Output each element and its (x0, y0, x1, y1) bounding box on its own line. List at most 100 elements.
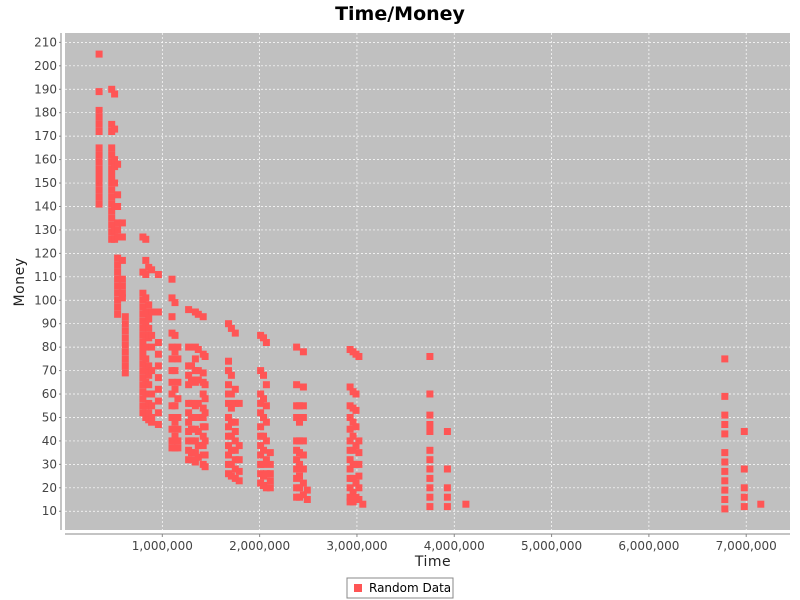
data-point (108, 207, 116, 215)
data-point (185, 381, 193, 389)
data-point (299, 414, 307, 421)
data-point (740, 484, 748, 492)
data-point (108, 172, 116, 180)
data-point (346, 456, 354, 464)
data-point (111, 156, 119, 164)
x-tick-label: 1,000,000 (132, 539, 193, 553)
data-point (95, 179, 103, 187)
data-point (721, 486, 729, 494)
data-point (145, 362, 153, 370)
data-point (121, 334, 129, 342)
data-point (114, 203, 122, 210)
data-point (191, 449, 199, 457)
data-point (426, 446, 434, 454)
data-point (171, 402, 179, 410)
data-point (118, 233, 126, 241)
data-point (199, 313, 207, 321)
data-point (191, 458, 199, 466)
data-point (114, 282, 122, 290)
data-point (148, 308, 156, 316)
data-point (188, 399, 195, 407)
data-point (139, 339, 147, 346)
data-point (108, 120, 116, 128)
data-point (231, 399, 239, 407)
y-tick-label: 140 (34, 199, 57, 213)
data-point (174, 414, 182, 421)
data-point (142, 367, 150, 375)
data-point (111, 125, 119, 133)
data-point (118, 282, 126, 290)
data-point (168, 378, 176, 386)
data-point (139, 289, 147, 297)
data-point (346, 493, 354, 501)
data-point (168, 425, 176, 433)
data-point (142, 343, 150, 351)
data-point (154, 385, 162, 393)
data-point (171, 331, 179, 339)
data-point (201, 423, 209, 431)
data-point (185, 371, 193, 379)
data-point (191, 355, 199, 363)
data-point (262, 437, 270, 445)
data-point (171, 367, 179, 375)
data-point (260, 414, 267, 421)
chart-title: Time/Money (335, 3, 465, 25)
data-point (227, 418, 235, 426)
data-point (95, 200, 103, 208)
data-point (426, 421, 434, 428)
data-point (148, 331, 156, 339)
data-point (171, 432, 179, 440)
data-point (299, 465, 307, 473)
data-point (740, 465, 748, 473)
data-point (188, 456, 195, 464)
data-point (168, 390, 176, 398)
data-point (121, 320, 129, 328)
data-point (171, 348, 179, 356)
data-point (188, 437, 195, 445)
data-point (299, 479, 307, 487)
data-point (95, 158, 103, 166)
data-points (95, 50, 765, 513)
data-point (227, 460, 235, 468)
data-point (296, 460, 303, 468)
data-point (225, 423, 232, 431)
data-point (721, 467, 729, 475)
data-point (108, 151, 116, 159)
data-point (121, 313, 129, 321)
data-point (346, 465, 354, 473)
x-tick-label: 3,000,000 (326, 539, 387, 553)
data-point (260, 446, 267, 454)
data-point (303, 486, 311, 494)
data-point (293, 381, 301, 389)
y-tick-label: 180 (34, 106, 57, 120)
data-point (154, 409, 162, 417)
data-point (171, 418, 179, 426)
data-point (114, 261, 122, 269)
data-point (194, 453, 202, 461)
data-point (95, 50, 103, 58)
data-point (194, 346, 202, 353)
data-point (443, 484, 451, 492)
data-point (114, 191, 122, 199)
data-point (721, 496, 729, 503)
y-tick-label: 80 (42, 340, 57, 354)
data-point (95, 172, 103, 180)
data-point (95, 165, 103, 173)
data-point (757, 500, 765, 508)
data-point (257, 399, 265, 407)
data-point (142, 320, 150, 328)
data-point (257, 409, 265, 417)
data-point (262, 456, 270, 464)
x-tick-label: 4,000,000 (424, 539, 485, 553)
data-point (95, 128, 103, 135)
data-point (185, 343, 193, 351)
data-point (118, 289, 126, 297)
y-tick-label: 160 (34, 153, 57, 167)
data-point (139, 409, 147, 417)
data-point (299, 491, 307, 499)
y-tick-label: 90 (42, 317, 57, 331)
data-point (426, 493, 434, 501)
data-point (349, 474, 357, 482)
data-point (95, 151, 103, 159)
data-point (114, 160, 122, 168)
